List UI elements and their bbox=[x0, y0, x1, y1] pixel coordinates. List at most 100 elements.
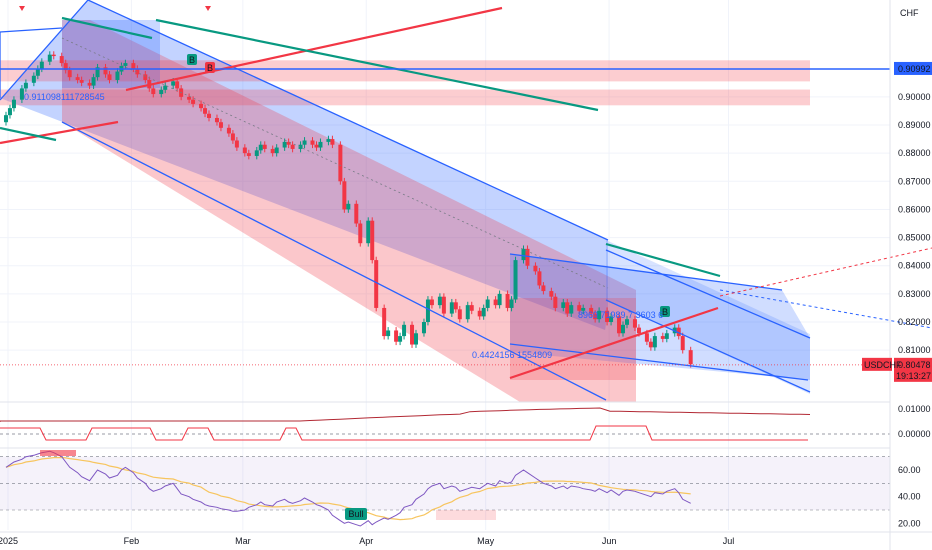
candle-body bbox=[453, 302, 458, 310]
rsi-tick-label: 20.00 bbox=[898, 518, 921, 528]
candle-body bbox=[382, 307, 387, 337]
candle-body bbox=[175, 81, 180, 89]
channel-blue-upper bbox=[0, 0, 608, 330]
rsi-pane: Bull bbox=[0, 450, 890, 527]
candle-body bbox=[457, 309, 462, 320]
price-tick-label: 0.81000 bbox=[898, 345, 931, 355]
signal-b-text: B bbox=[207, 63, 213, 73]
candle-body bbox=[505, 293, 510, 308]
candle-body bbox=[509, 299, 514, 308]
osc-signal-curve bbox=[0, 407, 811, 422]
candle-body bbox=[286, 141, 291, 145]
osc-step-line bbox=[0, 425, 808, 441]
candle-body bbox=[644, 333, 649, 342]
mid-fib-label: 8969 71989 7 3603 6 bbox=[578, 310, 663, 320]
price-tick-label: 0.82000 bbox=[898, 317, 931, 327]
candle-body bbox=[346, 203, 351, 210]
drawing-zones bbox=[0, 0, 810, 402]
candle-body bbox=[549, 291, 554, 297]
candle-body bbox=[565, 302, 570, 314]
candle-body bbox=[617, 316, 622, 334]
candle-body bbox=[533, 265, 538, 272]
price-axis[interactable]: 0.01000 0.00000 60.00 40.00 20.00 0.90000 0.89… bbox=[862, 0, 932, 550]
oscillator-pane bbox=[0, 401, 890, 449]
channel-border bbox=[0, 27, 63, 33]
candle-body bbox=[79, 79, 84, 83]
candle-body bbox=[191, 99, 196, 104]
osc-tick-label: 0.01000 bbox=[898, 404, 931, 414]
trend-line-green bbox=[0, 126, 57, 142]
candle-body bbox=[513, 260, 518, 300]
price-tick-label: 0.84000 bbox=[898, 261, 931, 271]
candle-body bbox=[242, 147, 247, 154]
signal-b-marker bbox=[187, 54, 197, 65]
candle-body bbox=[262, 144, 267, 149]
trend-line-green bbox=[155, 18, 599, 112]
candle-body bbox=[75, 77, 80, 80]
rsi-oversold-fill bbox=[436, 510, 496, 520]
candle-body bbox=[414, 333, 419, 345]
level-price-text: 0.90992 bbox=[898, 64, 931, 74]
price-tick-label: 0.90000 bbox=[898, 92, 931, 102]
candle-body bbox=[159, 89, 164, 95]
candle-body bbox=[624, 319, 629, 325]
candle-body bbox=[67, 70, 72, 78]
channel-border bbox=[61, 121, 607, 401]
candle-body bbox=[282, 141, 287, 148]
currency-label: CHF bbox=[900, 8, 919, 18]
candle-body bbox=[123, 63, 128, 66]
candle-body bbox=[521, 248, 526, 261]
candle-body bbox=[561, 302, 566, 308]
candle-body bbox=[374, 260, 379, 308]
candle-body bbox=[469, 305, 474, 311]
candle-body bbox=[171, 81, 176, 86]
candle-body bbox=[214, 117, 219, 123]
candle-body bbox=[621, 324, 626, 334]
candle-body bbox=[354, 203, 359, 224]
sell-arrow-icon bbox=[19, 6, 25, 11]
candle-body bbox=[449, 302, 454, 314]
candle-body bbox=[688, 350, 693, 365]
trend-line-red bbox=[125, 6, 503, 92]
candle-body bbox=[366, 220, 371, 244]
channel-border bbox=[605, 299, 811, 393]
candle-body bbox=[497, 293, 502, 306]
candle-body bbox=[63, 63, 68, 71]
time-axis[interactable]: 2025 Feb Mar Apr May Jun Jul bbox=[0, 531, 932, 546]
lower-fib-label: 0.4424156 1554809 bbox=[472, 350, 552, 360]
candle-body bbox=[274, 147, 279, 154]
candle-body bbox=[107, 74, 112, 80]
candle-body bbox=[636, 327, 641, 334]
time-tick-label: May bbox=[477, 536, 495, 546]
candle-body bbox=[226, 127, 231, 134]
price-tick-label: 0.88000 bbox=[898, 148, 931, 158]
candle-body bbox=[254, 150, 259, 156]
candle-body bbox=[386, 330, 391, 337]
candle-body bbox=[537, 271, 542, 286]
candle-body bbox=[660, 336, 665, 339]
candle-body bbox=[115, 71, 120, 80]
candle-body bbox=[11, 99, 16, 109]
candle-body bbox=[234, 140, 239, 148]
rsi-overbought-mark bbox=[40, 450, 76, 456]
time-tick-label: Feb bbox=[124, 536, 140, 546]
candle-body bbox=[589, 307, 594, 314]
candlestick-series bbox=[3, 51, 693, 368]
candle-body bbox=[31, 75, 36, 83]
price-tick-label: 0.85000 bbox=[898, 233, 931, 243]
candle-body bbox=[91, 77, 96, 86]
candle-body bbox=[632, 319, 637, 328]
candle-body bbox=[425, 299, 430, 323]
candle-body bbox=[569, 305, 574, 314]
candle-body bbox=[258, 144, 263, 151]
candle-body bbox=[326, 139, 331, 142]
candle-body bbox=[290, 144, 295, 149]
channel-border bbox=[87, 0, 609, 241]
candle-body bbox=[95, 67, 100, 78]
price-tick-label: 0.86000 bbox=[898, 204, 931, 214]
time-tick-label: Jun bbox=[602, 536, 617, 546]
candle-body bbox=[47, 54, 52, 62]
candle-body bbox=[577, 305, 582, 311]
candle-body bbox=[103, 67, 108, 75]
